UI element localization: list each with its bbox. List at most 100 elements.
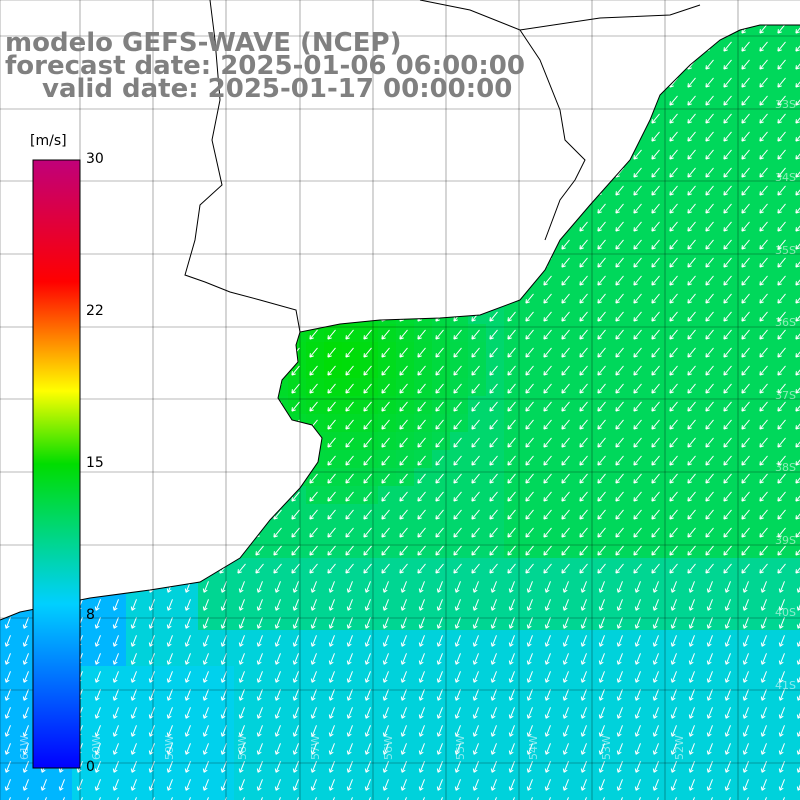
wind-arrow	[310, 581, 317, 593]
wind-arrow	[705, 329, 714, 340]
wind-arrow	[471, 419, 480, 430]
wind-arrow	[580, 797, 587, 800]
wind-cell	[702, 72, 721, 91]
wind-arrow	[705, 383, 714, 394]
wind-arrow	[669, 419, 678, 430]
wind-cell	[18, 702, 37, 721]
wind-cell	[720, 180, 739, 199]
wind-cell	[324, 450, 343, 469]
wind-cell	[576, 702, 595, 721]
wind-arrow	[706, 707, 713, 719]
wind-arrow	[346, 581, 353, 593]
wind-cell	[252, 630, 271, 649]
wind-cell	[594, 270, 613, 289]
wind-arrow	[670, 779, 677, 791]
wind-arrow	[597, 275, 606, 286]
wind-arrow	[417, 473, 426, 484]
wind-arrow	[345, 563, 354, 574]
wind-arrow	[615, 473, 624, 484]
wind-cell	[612, 342, 631, 361]
wind-cell	[522, 342, 541, 361]
wind-arrow	[381, 491, 390, 502]
wind-cell	[396, 558, 415, 577]
wind-arrow	[184, 671, 191, 683]
wind-arrow	[615, 419, 624, 430]
wind-cell	[738, 36, 757, 55]
wind-arrow	[760, 707, 767, 719]
longitude-labels: 61W 60W 59W 58W 57W 56W 55W 54W 53W 52W	[18, 735, 686, 760]
wind-arrow	[615, 221, 624, 232]
wind-cell	[306, 702, 325, 721]
wind-cell	[126, 756, 145, 775]
wind-arrow	[597, 221, 606, 232]
wind-cell	[360, 504, 379, 523]
wind-cell	[414, 792, 433, 800]
wind-cell	[522, 522, 541, 541]
wind-arrow	[651, 257, 660, 268]
wind-cell	[540, 432, 559, 451]
wind-arrow	[382, 653, 389, 665]
wind-cell	[720, 792, 739, 800]
wind-cell	[558, 468, 577, 487]
wind-cell	[468, 522, 487, 541]
wind-cell	[630, 504, 649, 523]
wind-arrow	[688, 779, 695, 791]
wind-arrow	[364, 671, 371, 683]
wind-arrow	[202, 689, 209, 701]
wind-arrow	[652, 779, 659, 791]
wind-cell	[630, 342, 649, 361]
wind-arrow	[166, 797, 173, 800]
wind-arrow	[382, 599, 389, 611]
wind-arrow	[507, 401, 516, 412]
wind-cell	[180, 684, 199, 703]
wind-arrow	[255, 545, 264, 556]
wind-arrow	[489, 347, 498, 358]
wind-arrow	[418, 671, 425, 683]
wind-cell	[558, 522, 577, 541]
wind-arrow	[363, 563, 372, 574]
wind-arrow	[633, 491, 642, 502]
wind-cell	[234, 738, 253, 757]
wind-arrow	[453, 545, 462, 556]
wind-arrow	[651, 239, 660, 250]
wind-cell	[486, 504, 505, 523]
wind-arrow	[777, 365, 786, 376]
wind-cell	[450, 666, 469, 685]
wind-cell	[378, 450, 397, 469]
wind-arrow	[22, 743, 29, 755]
wind-cell	[684, 702, 703, 721]
wind-arrow	[579, 239, 588, 250]
wind-arrow	[417, 383, 426, 394]
wind-arrow	[22, 779, 29, 791]
wind-cell	[486, 414, 505, 433]
wind-arrow	[292, 671, 299, 683]
wind-arrow	[525, 509, 534, 520]
wind-arrow	[526, 743, 533, 755]
wind-arrow	[507, 473, 516, 484]
wind-arrow	[706, 725, 713, 737]
wind-arrow	[741, 491, 750, 502]
wind-cell	[468, 468, 487, 487]
wind-arrow	[309, 491, 318, 502]
wind-cell	[630, 432, 649, 451]
wind-cell	[720, 666, 739, 685]
wind-arrow	[525, 383, 534, 394]
wind-cell	[558, 756, 577, 775]
wind-arrow	[436, 779, 443, 791]
wind-cell	[630, 684, 649, 703]
wind-arrow	[687, 257, 696, 268]
wind-arrow	[382, 635, 389, 647]
wind-cell	[468, 450, 487, 469]
wind-arrow	[652, 707, 659, 719]
wind-cell	[126, 702, 145, 721]
wind-cell	[558, 450, 577, 469]
wind-cell	[144, 648, 163, 667]
wind-arrow	[742, 689, 749, 701]
wind-arrow	[669, 131, 678, 142]
wind-arrow	[616, 743, 623, 755]
wind-arrow	[723, 59, 732, 70]
wind-cell	[630, 540, 649, 559]
wind-cell	[216, 774, 235, 793]
wind-arrow	[292, 599, 299, 611]
wind-arrow	[400, 707, 407, 719]
